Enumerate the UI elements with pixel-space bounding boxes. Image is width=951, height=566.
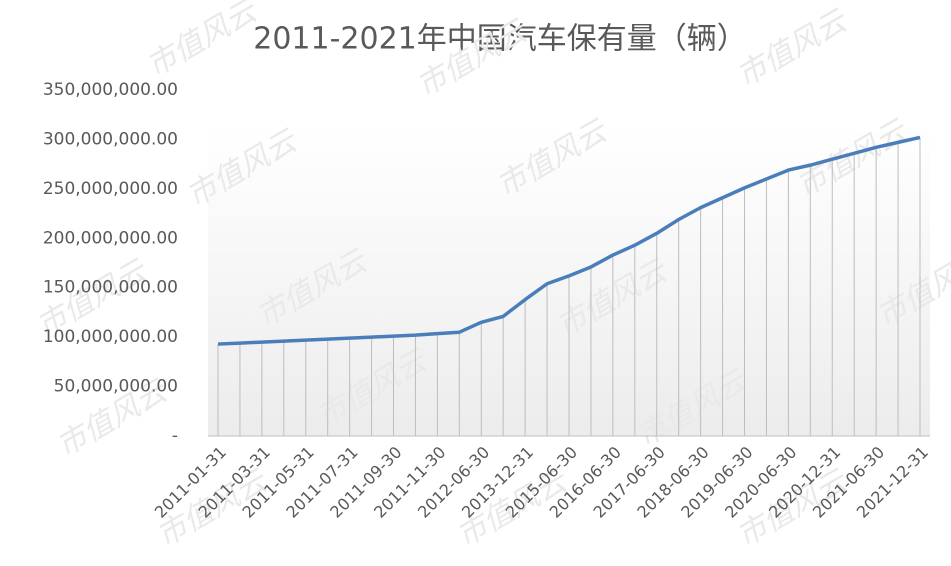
y-tick-label: 350,000,000.00 [43,80,178,100]
y-tick-label: 250,000,000.00 [43,179,178,199]
y-tick-label: 150,000,000.00 [43,278,178,298]
watermark: 市值风云 [141,0,264,84]
chart-title: 2011-2021年中国汽车保有量（辆） [253,22,747,57]
line [217,135,921,346]
y-tick-label: - [172,426,178,446]
y-tick-label: 300,000,000.00 [43,129,178,149]
y-tick-label: 200,000,000.00 [43,228,178,248]
watermark: 市值风云 [731,3,854,94]
y-tick-label: 50,000,000.00 [54,377,178,397]
y-tick-label: 100,000,000.00 [43,327,178,347]
